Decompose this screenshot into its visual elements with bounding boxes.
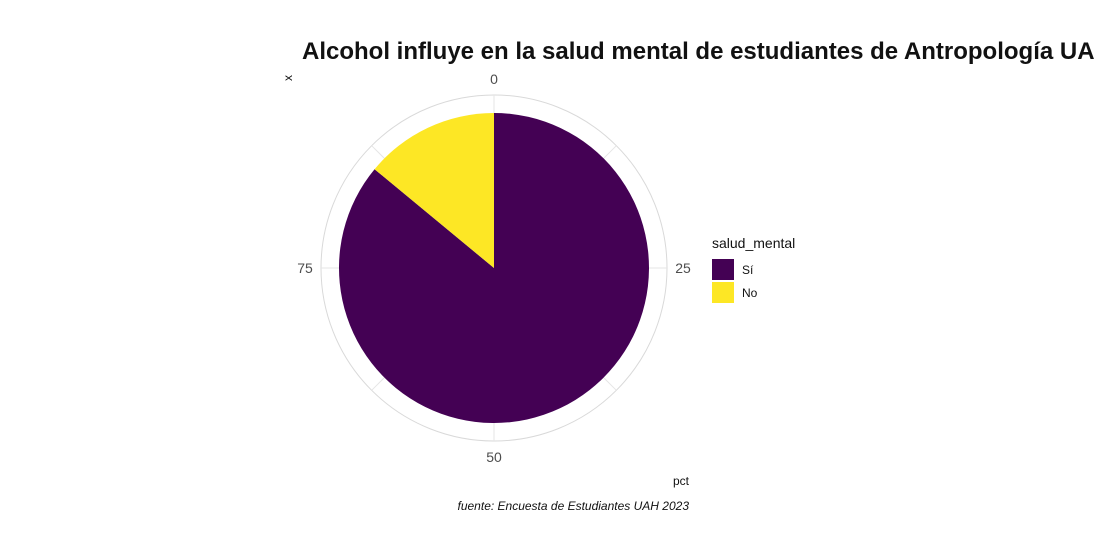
- legend-items: Sí No: [712, 259, 758, 303]
- legend-swatch: [712, 259, 734, 280]
- theta-tick-label: 0: [490, 71, 498, 87]
- legend-label: No: [742, 286, 758, 300]
- legend: salud_mental Sí No: [712, 235, 795, 303]
- legend-label: Sí: [742, 263, 754, 277]
- theta-tick-label: 50: [486, 449, 502, 465]
- chart-title: Alcohol influye en la salud mental de es…: [302, 38, 1095, 65]
- y-axis-label: x: [281, 75, 295, 81]
- chart-caption: fuente: Encuesta de Estudiantes UAH 2023: [458, 499, 690, 513]
- x-axis-label: pct: [673, 474, 690, 488]
- legend-title: salud_mental: [712, 235, 795, 251]
- pie-slice-no: [374, 113, 494, 268]
- theta-tick-label: 25: [675, 260, 691, 276]
- theta-tick-label: 75: [297, 260, 313, 276]
- legend-swatch: [712, 282, 734, 303]
- theta-tick-labels: 0 25 50 75: [297, 71, 691, 465]
- pie-slices: [338, 113, 649, 423]
